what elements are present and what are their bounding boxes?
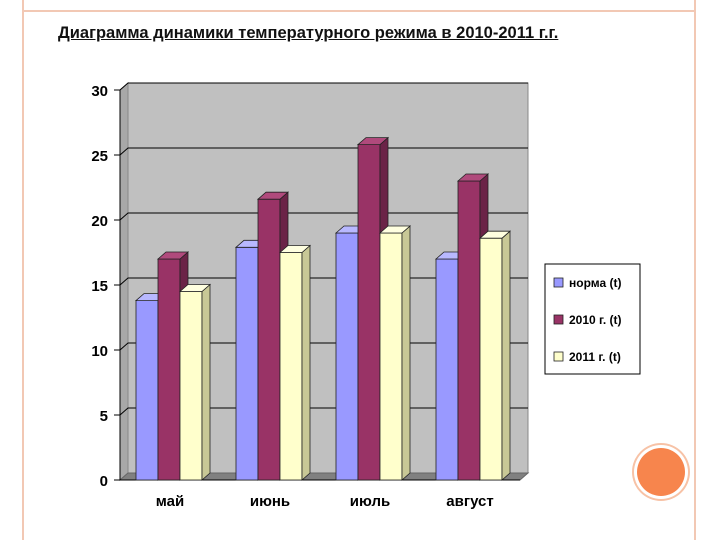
x-tick-label: июль [350, 493, 390, 510]
legend-label-2: 2011 г. (t) [569, 350, 621, 364]
slide-border-right [694, 0, 720, 540]
y-tick-label: 25 [91, 148, 108, 165]
bar-2-0 [179, 291, 203, 481]
y-tick-label: 5 [100, 408, 108, 425]
bar-0-0 [135, 300, 159, 481]
bar-top-2-1 [278, 245, 312, 253]
bar-1-3 [457, 180, 481, 481]
legend-swatch-2 [553, 351, 564, 362]
legend-swatch-0 [553, 277, 564, 288]
bar-side-2-0 [201, 283, 211, 481]
bar-side-2-2 [401, 225, 411, 481]
legend-swatch-1 [553, 314, 564, 325]
legend-label-0: норма (t) [569, 276, 621, 290]
decorative-orange-circle [637, 448, 685, 496]
bar-1-1 [257, 198, 281, 481]
y-tick-label: 0 [100, 473, 108, 490]
bar-top-1-1 [256, 191, 290, 200]
bar-1-2 [357, 144, 381, 481]
bar-2-3 [479, 237, 503, 481]
bar-0-3 [435, 258, 459, 481]
gridline [119, 147, 528, 156]
gridline [119, 212, 528, 221]
bar-2-1 [279, 252, 303, 481]
y-tick-label: 10 [91, 343, 108, 360]
bar-top-1-0 [156, 251, 190, 260]
bar-2-2 [379, 232, 403, 481]
bar-top-2-2 [378, 225, 412, 234]
bar-top-1-3 [456, 173, 490, 182]
bar-0-2 [335, 232, 359, 481]
bar-side-2-1 [301, 244, 311, 481]
bar-top-1-2 [356, 137, 390, 146]
legend-label-1: 2010 г. (t) [569, 313, 621, 327]
bar-side-2-3 [501, 230, 511, 481]
bar-top-2-3 [478, 230, 512, 239]
x-tick-label: май [156, 493, 184, 510]
bar-top-2-0 [178, 284, 212, 292]
bar-1-0 [157, 258, 181, 481]
gridline [119, 82, 528, 91]
chart-title: Диаграмма динамики температурного режима… [58, 24, 559, 42]
x-tick-label: июнь [250, 493, 290, 510]
y-tick-label: 30 [91, 83, 108, 100]
slide-border-top [22, 0, 696, 12]
y-tick-label: 20 [91, 213, 108, 230]
slide-border-left [0, 0, 24, 540]
bar-0-1 [235, 246, 259, 481]
y-tick-label: 15 [91, 278, 108, 295]
x-tick-label: август [446, 493, 493, 510]
